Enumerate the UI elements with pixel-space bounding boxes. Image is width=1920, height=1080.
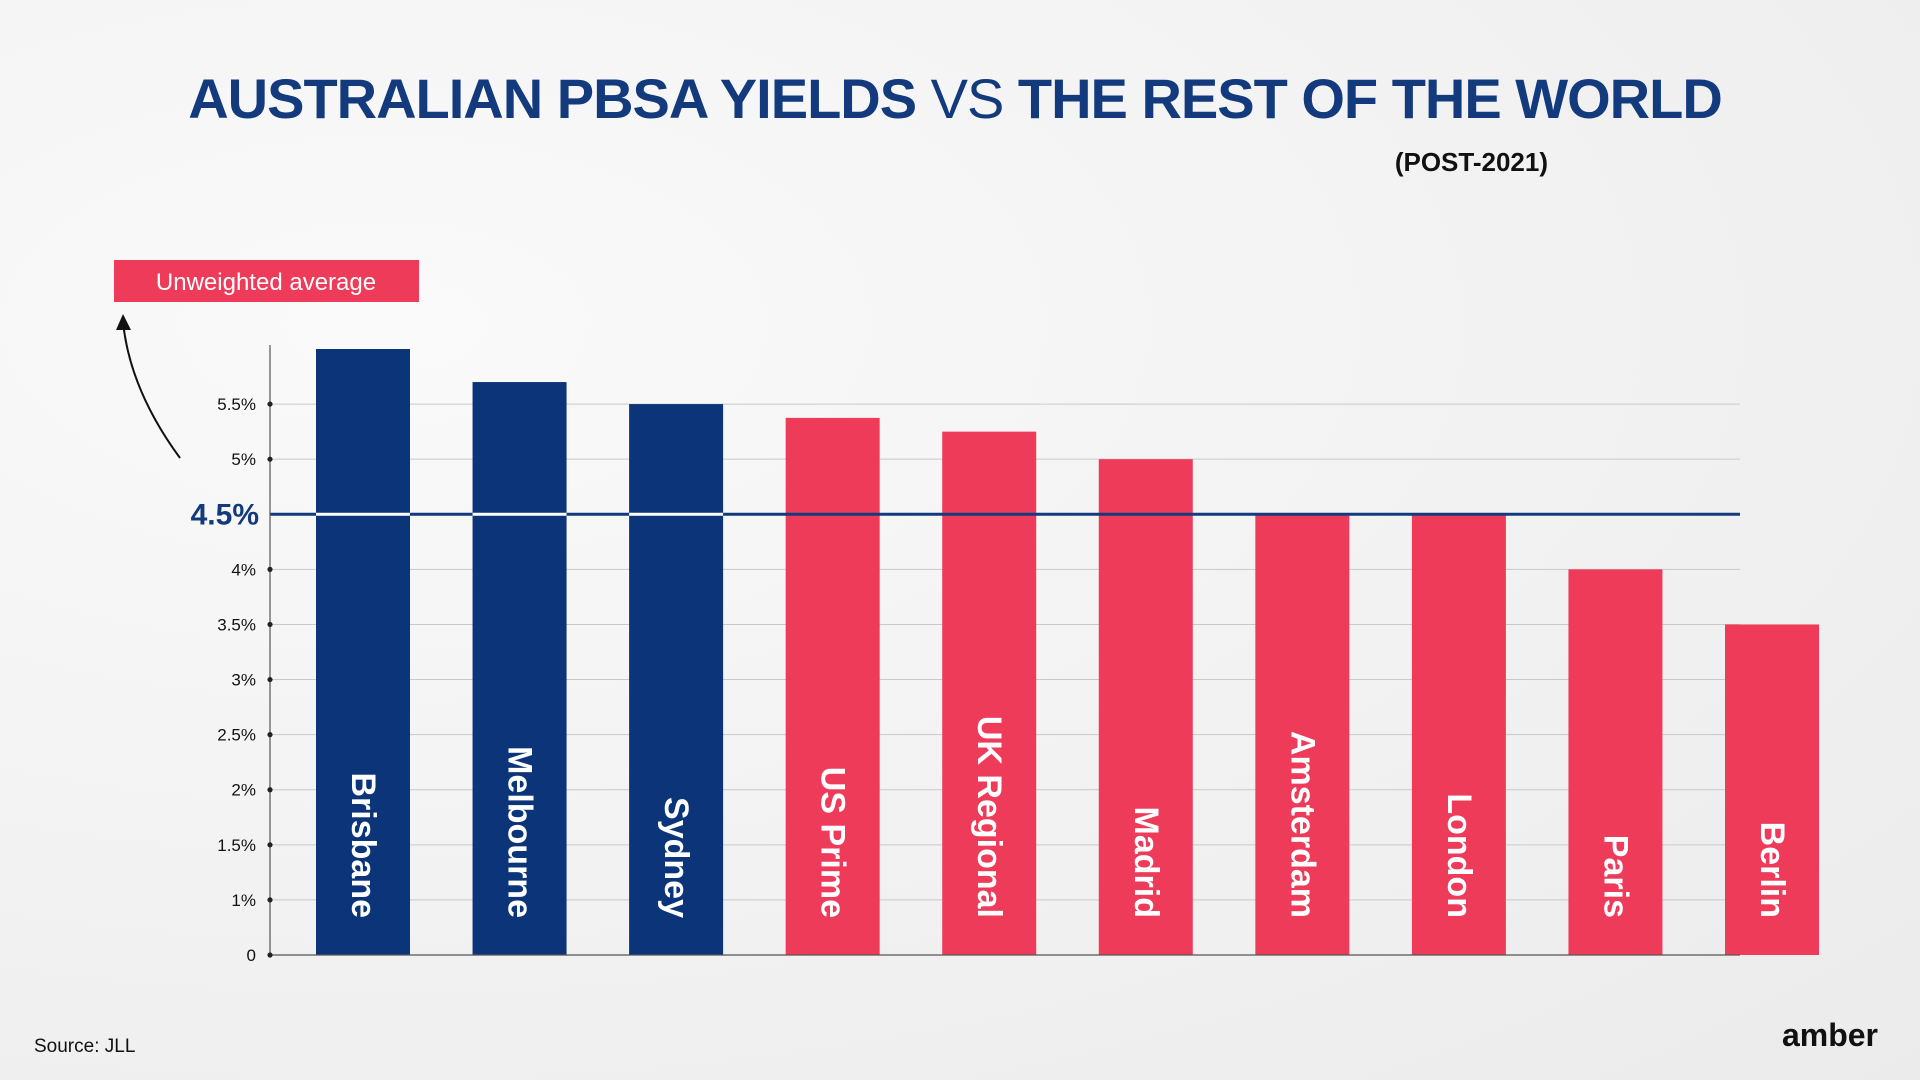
- y-tick-mark: [267, 897, 273, 903]
- bar-us-prime: [785, 417, 880, 955]
- bar-label: Brisbane: [344, 773, 382, 919]
- y-tick-label: 2%: [231, 781, 256, 800]
- average-annotation: 4.5% Unweighted average: [114, 260, 1740, 531]
- annotation-label: Unweighted average: [156, 269, 376, 296]
- y-tick-mark: [267, 732, 273, 738]
- bar-label: Sydney: [657, 797, 695, 918]
- y-tick-label: 3.5%: [217, 615, 256, 634]
- bar-label: Melbourne: [501, 746, 539, 918]
- bar-sydney: [629, 404, 724, 955]
- bar-brisbane: [316, 349, 410, 955]
- y-tick-label: 4%: [231, 560, 256, 579]
- bar-london: [1411, 514, 1506, 955]
- y-axis: 0 1% 1.5% 2% 2.5% 3% 3.5% 4% 5% 5.5%: [217, 345, 1740, 965]
- y-tick-label: 3%: [231, 671, 256, 690]
- y-tick-label: 1%: [231, 891, 256, 910]
- bar-label: Madrid: [1127, 807, 1165, 918]
- y-tick-mark: [267, 676, 273, 683]
- bar-amsterdam: [1255, 514, 1350, 955]
- y-tick-label: 5.5%: [217, 395, 256, 414]
- brand-logo: amber: [1782, 1017, 1878, 1053]
- source-label: Source: JLL: [34, 1036, 135, 1057]
- bar-label: Paris: [1596, 835, 1634, 918]
- y-tick-mark: [267, 456, 273, 462]
- bar-uk-regional: [942, 431, 1037, 955]
- bar-madrid: [1098, 459, 1193, 955]
- bar-label: London: [1440, 793, 1478, 918]
- title-part-0: AUSTRALIAN PBSA YIELDS: [188, 67, 916, 130]
- y-tick-label: 1.5%: [217, 836, 256, 855]
- y-tick-mark: [267, 952, 273, 958]
- y-tick-mark: [267, 787, 273, 793]
- bar-label: Berlin: [1753, 822, 1791, 918]
- title-part-2: THE REST OF THE WORLD: [1018, 67, 1722, 130]
- y-tick-label: 0: [247, 946, 256, 965]
- y-tick-mark: [267, 401, 273, 407]
- bar-paris: [1568, 569, 1663, 955]
- arrow-head-icon: [116, 314, 131, 330]
- chart-title: AUSTRALIAN PBSA YIELDS VS THE REST OF TH…: [188, 67, 1722, 130]
- bar-label: Amsterdam: [1283, 731, 1321, 918]
- bars: [316, 349, 1819, 955]
- bar-berlin: [1725, 624, 1819, 955]
- chart-subtitle: (POST-2021): [1395, 147, 1548, 177]
- bar-labels: Brisbane Melbourne Sydney US Prime UK Region…: [344, 716, 1791, 918]
- y-tick-label: 5%: [231, 450, 256, 469]
- average-value-label: 4.5%: [191, 498, 259, 531]
- bar-label: US Prime: [814, 767, 852, 918]
- y-tick-mark: [267, 842, 273, 848]
- arrow-shaft: [122, 321, 181, 459]
- y-tick-mark: [267, 566, 273, 572]
- annotation-box: [114, 260, 419, 302]
- y-tick-mark: [267, 621, 273, 628]
- bar-melbourne: [472, 382, 567, 955]
- y-tick-label: 2.5%: [217, 726, 256, 745]
- title-part-1: VS: [916, 67, 1018, 130]
- bar-label: UK Regional: [970, 716, 1008, 918]
